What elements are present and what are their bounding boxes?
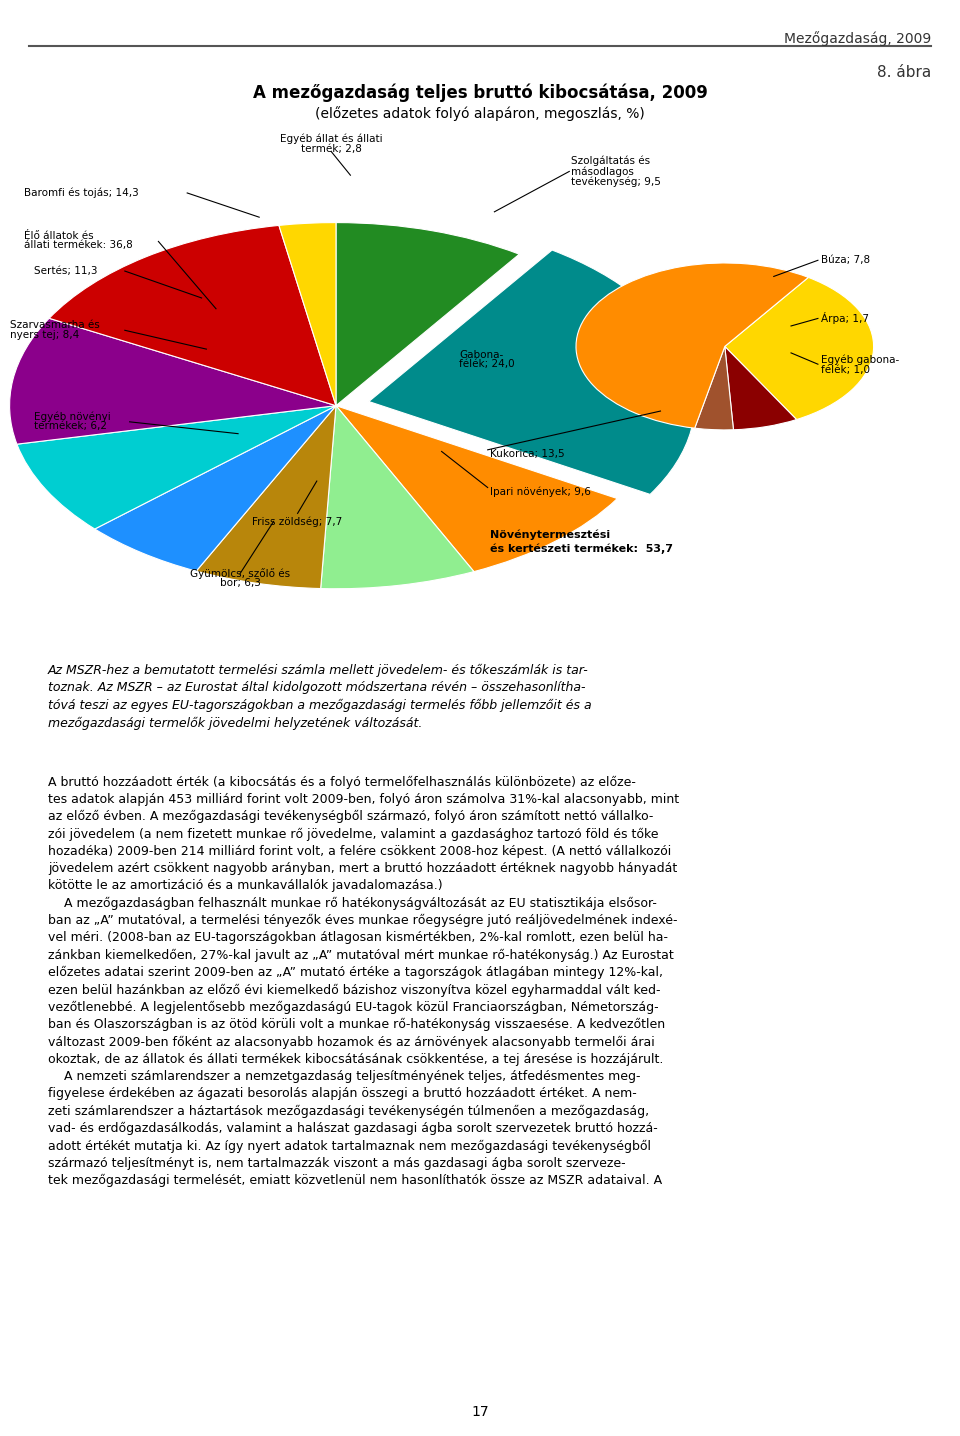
- Text: termékek; 6,2: termékek; 6,2: [34, 421, 107, 431]
- Wedge shape: [336, 223, 519, 405]
- Text: Friss zöldség; 7,7: Friss zöldség; 7,7: [252, 516, 343, 527]
- Wedge shape: [369, 250, 695, 494]
- Text: Ipari növények; 9,6: Ipari növények; 9,6: [490, 487, 590, 497]
- Text: Növénytermesztési: Növénytermesztési: [490, 530, 610, 540]
- Wedge shape: [725, 277, 874, 419]
- Text: Gabona-: Gabona-: [459, 349, 503, 359]
- Text: Egyéb gabona-: Egyéb gabona-: [821, 355, 900, 365]
- Text: Egyéb állat és állati: Egyéb állat és állati: [280, 134, 382, 145]
- Text: nyers tej; 8,4: nyers tej; 8,4: [10, 330, 79, 339]
- Wedge shape: [576, 263, 808, 428]
- Text: Baromfi és tojás; 14,3: Baromfi és tojás; 14,3: [24, 188, 139, 198]
- Text: állati termékek: 36,8: állati termékek: 36,8: [24, 240, 132, 250]
- Wedge shape: [196, 405, 336, 589]
- Wedge shape: [695, 346, 733, 429]
- Text: Egyéb növényi: Egyéb növényi: [34, 411, 110, 422]
- Text: 8. ábra: 8. ábra: [876, 65, 931, 79]
- Text: másodlagos: másodlagos: [571, 167, 634, 177]
- Wedge shape: [336, 405, 617, 572]
- Text: félék; 24,0: félék; 24,0: [459, 359, 515, 369]
- Text: Árpa; 1,7: Árpa; 1,7: [821, 313, 869, 325]
- Text: Mezőgazdaság, 2009: Mezőgazdaság, 2009: [784, 32, 931, 46]
- Wedge shape: [725, 346, 797, 429]
- Text: Sertés; 11,3: Sertés; 11,3: [34, 266, 97, 276]
- Wedge shape: [10, 319, 336, 444]
- Text: félék; 1,0: félék; 1,0: [821, 365, 870, 375]
- Text: Kukorica; 13,5: Kukorica; 13,5: [490, 449, 564, 460]
- Text: Szarvasmarha és: Szarvasmarha és: [10, 320, 99, 330]
- Wedge shape: [279, 223, 336, 405]
- Text: bor; 6,3: bor; 6,3: [220, 579, 260, 589]
- Text: 17: 17: [471, 1404, 489, 1419]
- Wedge shape: [95, 405, 336, 572]
- Text: A mezőgazdaság teljes bruttó kibocsátása, 2009: A mezőgazdaság teljes bruttó kibocsátása…: [252, 83, 708, 102]
- Text: tevékenység; 9,5: tevékenység; 9,5: [571, 177, 661, 188]
- Wedge shape: [17, 405, 336, 528]
- Text: (előzetes adatok folyó alapáron, megoszlás, %): (előzetes adatok folyó alapáron, megoszl…: [315, 106, 645, 121]
- Text: Búza; 7,8: Búza; 7,8: [821, 256, 870, 266]
- Wedge shape: [321, 405, 474, 589]
- Wedge shape: [49, 225, 336, 405]
- Text: termék; 2,8: termék; 2,8: [300, 144, 362, 154]
- Text: Szolgáltatás és: Szolgáltatás és: [571, 155, 650, 167]
- Text: és kertészeti termékek:  53,7: és kertészeti termékek: 53,7: [490, 543, 673, 554]
- Text: A bruttó hozzáadott érték (a kibocsátás és a folyó termelőfelhasználás különböze: A bruttó hozzáadott érték (a kibocsátás …: [48, 775, 679, 1188]
- Text: Gyümölcs, szőlő és: Gyümölcs, szőlő és: [190, 569, 290, 579]
- Text: Az MSZR-hez a bemutatott termelési számla mellett jövedelem- és tőkeszámlák is t: Az MSZR-hez a bemutatott termelési száml…: [48, 663, 591, 729]
- Text: Élő állatok és: Élő állatok és: [24, 231, 94, 241]
